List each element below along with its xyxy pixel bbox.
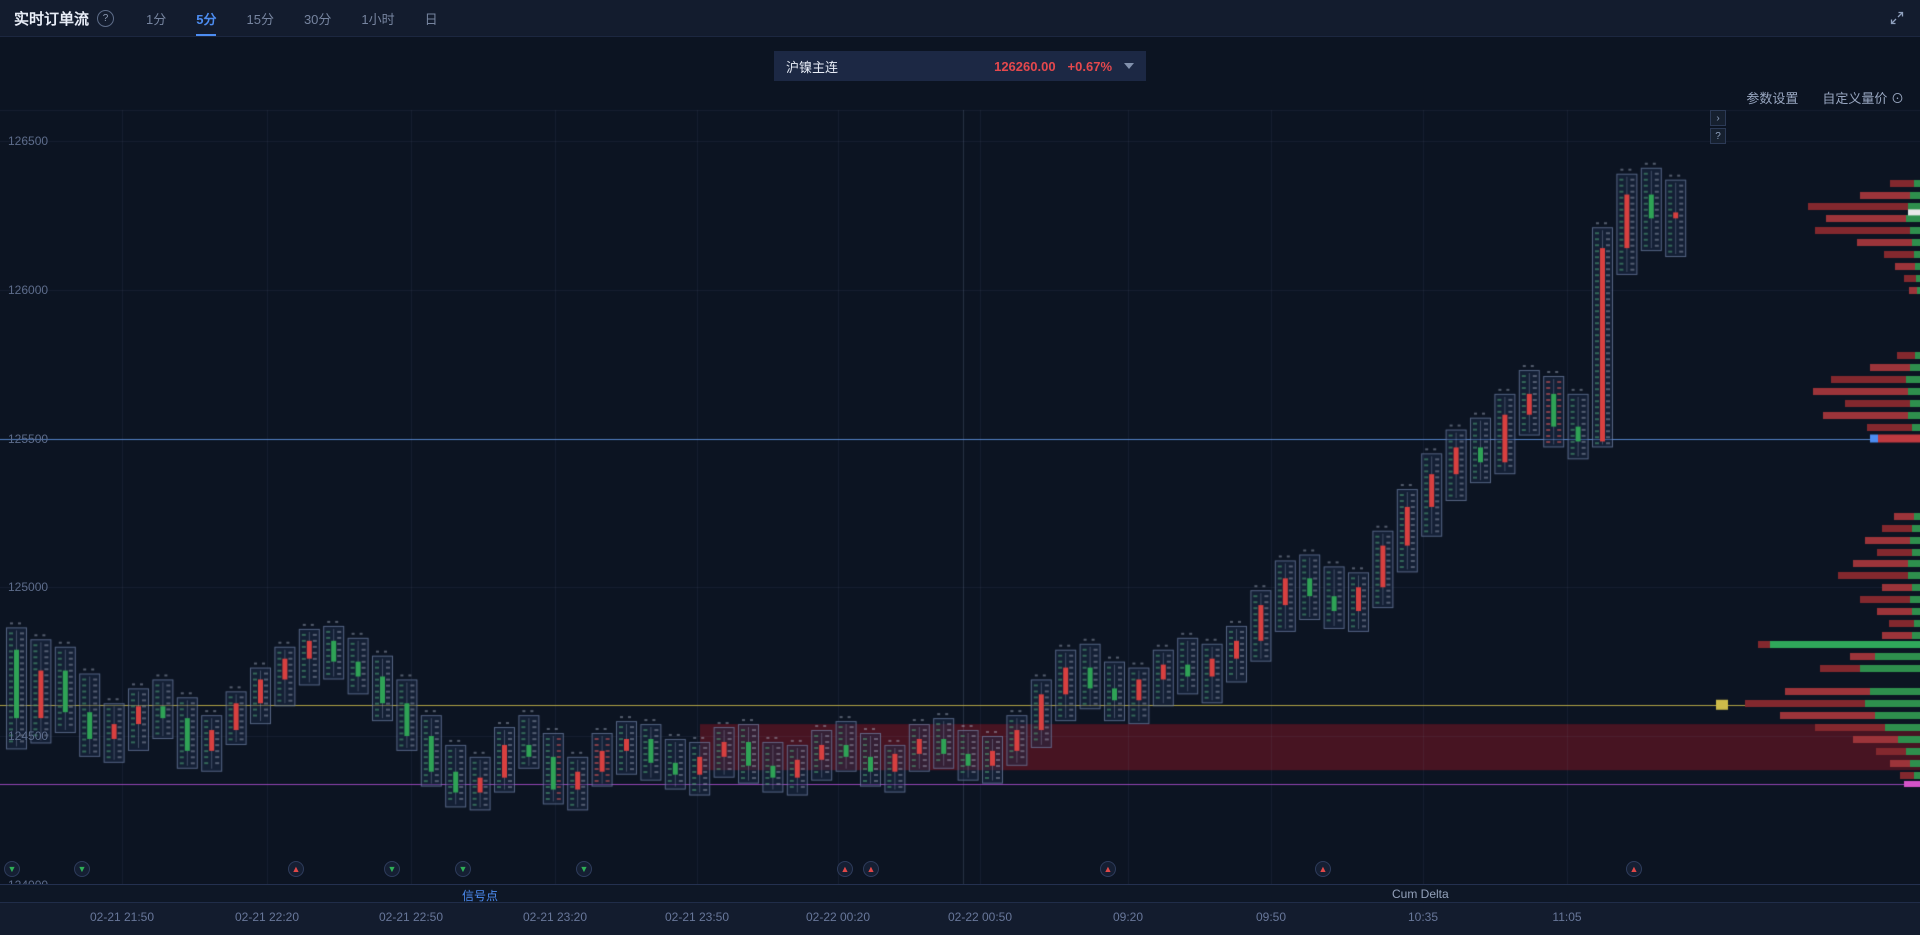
instrument-name: 沪镍主连: [786, 59, 839, 75]
time-tick-label: 02-21 22:50: [378, 910, 444, 924]
timeframe-tab-5[interactable]: 日: [424, 11, 438, 27]
timeframe-tab-4[interactable]: 1小时: [361, 11, 395, 27]
timeframe-tab-2[interactable]: 15分: [246, 11, 274, 27]
help-icon[interactable]: ?: [97, 9, 115, 27]
time-tick-label: 02-21 23:50: [664, 910, 730, 924]
instrument-price: 126260.00: [994, 58, 1056, 74]
signal-panel-label[interactable]: 信号点: [462, 889, 499, 903]
time-tick-label: 02-21 23:20: [522, 910, 588, 924]
price-tick-label: 124500: [8, 729, 49, 743]
top-bar: 实时订单流 ? 1分 5分 15分 30分 1小时 日: [0, 0, 1920, 37]
price-tick-label: 126000: [8, 282, 49, 297]
time-tick-label: 02-22 00:20: [805, 910, 871, 924]
custom-volume-price-label: 自定义量价: [1822, 91, 1888, 106]
side-panel-button-1[interactable]: ?: [1710, 128, 1726, 144]
buy-signal-icon: ▲: [1100, 861, 1116, 877]
time-tick-label: 02-22 00:50: [947, 910, 1013, 924]
sell-signal-icon: ▼: [74, 861, 90, 877]
time-axis[interactable]: 02-21 21:50 02-21 22:20 02-21 22:50 02-21 2…: [0, 902, 1920, 935]
price-tick-label: 125500: [8, 431, 49, 446]
timeframe-tab-0[interactable]: 1分: [146, 11, 167, 27]
sell-signal-icon: ▼: [4, 861, 20, 877]
chevron-down-icon: [1124, 63, 1134, 69]
price-tick-label: 125000: [8, 580, 49, 595]
buy-signal-icon: ▲: [288, 861, 304, 877]
settings-button[interactable]: 参数设置: [1746, 91, 1799, 106]
cum-delta-panel-label[interactable]: Cum Delta: [1392, 887, 1449, 901]
sell-signal-icon: ▼: [384, 861, 400, 877]
sell-signal-icon: ▼: [455, 861, 471, 877]
timeframe-tab-1[interactable]: 5分: [196, 0, 217, 36]
target-icon: ⊙: [1890, 91, 1904, 106]
time-tick-label: 11:05: [1552, 910, 1582, 924]
time-tick-label: 09:50: [1255, 910, 1287, 924]
fullscreen-icon[interactable]: [1888, 9, 1906, 27]
chart-toolbar: 参数设置 自定义量价 ⊙: [1746, 88, 1904, 107]
side-panel-button-0[interactable]: ›: [1710, 110, 1726, 126]
custom-volume-price-button[interactable]: 自定义量价 ⊙: [1822, 88, 1904, 107]
page-title: 实时订单流: [14, 10, 90, 28]
timeframe-tabs: 1分 5分 15分 30分 1小时 日: [146, 0, 438, 36]
buy-signal-icon: ▲: [837, 861, 853, 877]
timeframe-tab-3[interactable]: 30分: [303, 11, 332, 27]
buy-signal-icon: ▲: [1626, 861, 1642, 877]
indicator-strip: 信号点 Cum Delta: [0, 884, 1920, 903]
side-panel-buttons: ›?: [1710, 110, 1726, 144]
price-tick-label: 126500: [8, 134, 49, 148]
buy-signal-icon: ▲: [1315, 861, 1331, 877]
time-tick-label: 10:35: [1407, 910, 1439, 924]
instrument-selector[interactable]: 沪镍主连 126260.00 +0.67%: [774, 51, 1146, 81]
buy-signal-icon: ▲: [863, 861, 879, 877]
sell-signal-icon: ▼: [576, 861, 592, 877]
time-tick-label: 09:20: [1112, 910, 1144, 924]
time-tick-label: 02-21 22:20: [234, 910, 300, 924]
instrument-change: +0.67%: [1067, 58, 1112, 74]
time-tick-label: 02-21 21:50: [89, 910, 155, 924]
